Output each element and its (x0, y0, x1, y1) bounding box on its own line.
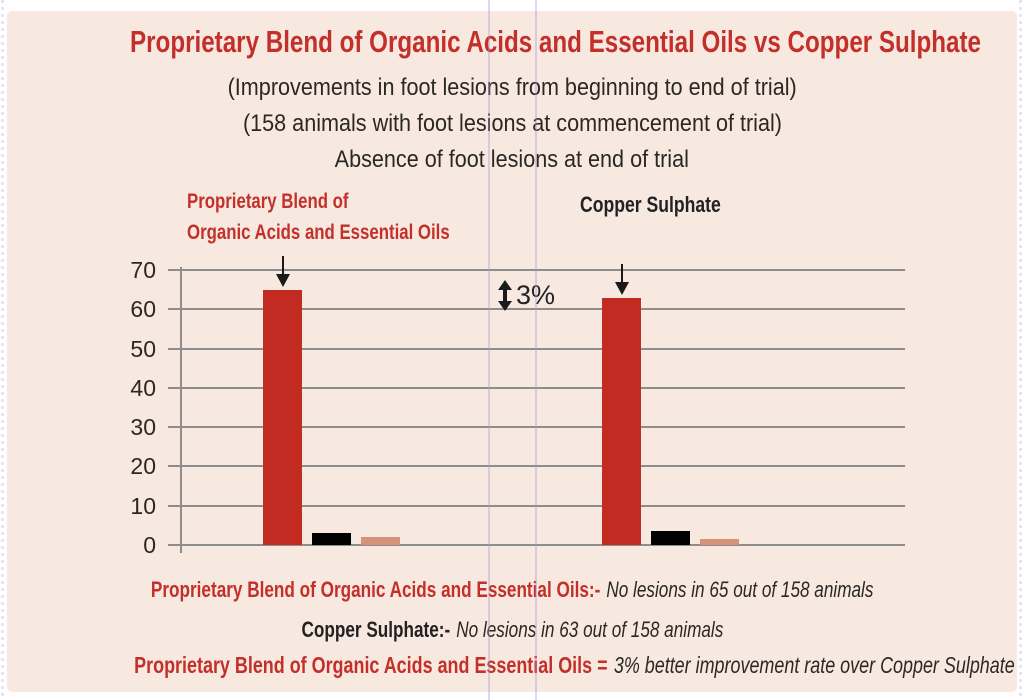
caption-comparison-result: Proprietary Blend of Organic Acids and E… (134, 652, 1015, 678)
page-title: Proprietary Blend of Organic Acids and E… (10, 24, 1014, 60)
caption-proprietary-result: Proprietary Blend of Organic Acids and E… (150, 577, 874, 602)
down-arrow-icon (613, 263, 631, 301)
bar-group0-series0 (263, 289, 302, 545)
difference-value: 3% (516, 280, 556, 310)
gridline (168, 544, 905, 546)
chart-panel-background (7, 11, 1017, 692)
chart-title: Absence of foot lesions at end of trial (334, 146, 690, 173)
subtitle-animal-count: (158 animals with foot lesions at commen… (242, 110, 782, 137)
y-tick-label: 50 (130, 335, 156, 362)
gridline (168, 386, 905, 389)
page-title-text: Proprietary Blend of Organic Acids and E… (130, 24, 982, 59)
perforation-left-edge (1, 0, 4, 700)
perforation-right-edge (1019, 0, 1022, 700)
y-tick-label: 70 (130, 257, 156, 283)
difference-annotation: 3% (497, 280, 555, 311)
gridline (168, 465, 905, 468)
gridline (168, 504, 905, 507)
y-axis-line (180, 267, 182, 553)
bar-group1-series2 (700, 539, 739, 545)
bar-group0-series1 (312, 533, 351, 545)
gridline (168, 308, 905, 311)
bar-group1-series0 (602, 297, 641, 545)
bar-group1-series1 (651, 531, 690, 545)
bar-group0-series2 (361, 537, 400, 545)
group-label-proprietary-blend: Proprietary Blend of Organic Acids and E… (187, 190, 450, 244)
caption-copper-result: Copper Sulphate:- No lesions in 63 out of… (301, 617, 723, 642)
gridline (168, 347, 905, 350)
y-tick-label: 10 (130, 492, 156, 519)
y-tick-label: 20 (130, 453, 156, 480)
scan-fold-line (488, 0, 490, 700)
updown-arrow-icon (498, 280, 512, 311)
y-tick-label: 60 (130, 296, 156, 323)
down-arrow-icon (274, 255, 292, 293)
y-tick-label: 30 (130, 414, 156, 441)
group-label-copper-sulphate: Copper Sulphate (580, 192, 721, 217)
gridline (168, 269, 905, 271)
gridline (168, 426, 905, 429)
y-tick-label: 0 (143, 532, 156, 558)
y-tick-label: 40 (130, 374, 156, 401)
scan-fold-line (535, 0, 537, 700)
subtitle-improvements: (Improvements in foot lesions from begin… (227, 74, 797, 101)
